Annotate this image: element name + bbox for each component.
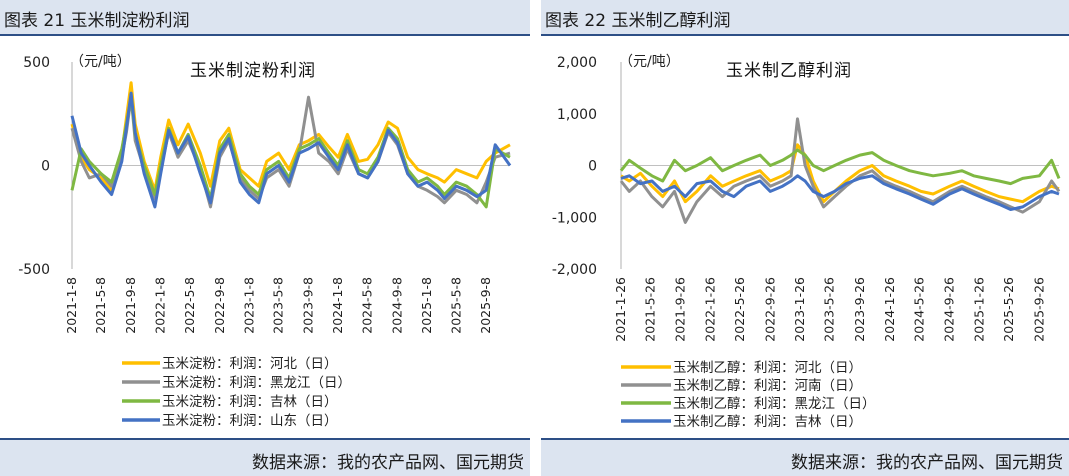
legend-label: 玉米淀粉：利润：吉林（日） [162, 394, 338, 410]
chart-title: 玉米制淀粉利润 [190, 61, 316, 81]
x-tick-label: 2024-5-26 [912, 277, 927, 342]
y-axis-unit-label: （元/吨） [70, 54, 131, 70]
x-tick-label: 2025-5-26 [1001, 277, 1016, 342]
x-tick-label: 2025-1-26 [972, 277, 987, 342]
x-tick-label: 2022-1-26 [703, 277, 718, 342]
x-tick-label: 2021-9-26 [673, 277, 688, 342]
x-tick-label: 2025-9-8 [478, 277, 493, 334]
legend-label: 玉米制乙醇：利润：黑龙江（日） [673, 395, 876, 412]
x-tick-label: 2024-1-8 [330, 277, 345, 334]
y-tick-label: -2,000 [552, 262, 597, 278]
x-tick-label: 2025-1-8 [419, 277, 434, 334]
x-tick-label: 2025-5-8 [448, 277, 463, 334]
x-tick-label: 2022-1-8 [153, 277, 168, 334]
x-tick-label: 2021-1-26 [613, 277, 628, 342]
y-tick-label: -500 [18, 262, 50, 278]
series-line [70, 95, 511, 209]
panel-title: 图表 21 玉米制淀粉利润 [4, 11, 190, 31]
legend-label: 玉米制乙醇：利润：河北（日） [673, 359, 862, 376]
x-tick-label: 2022-5-8 [182, 277, 197, 334]
panel-corn-starch: 图表 21 玉米制淀粉利润 500 0 -500 （元/吨） 玉米制淀粉利润 2021-1… [0, 0, 530, 476]
legend-label: 玉米淀粉：利润：河北（日） [162, 356, 338, 372]
panel-footer: 数据来源：我的农产品网、国元期货 [0, 438, 530, 476]
x-tick-label: 2024-1-26 [882, 277, 897, 342]
data-source: 数据来源：我的农产品网、国元期货 [791, 453, 1063, 473]
data-source: 数据来源：我的农产品网、国元期货 [252, 453, 524, 473]
x-tick-label: 2022-9-8 [212, 277, 227, 334]
series-line [619, 117, 1061, 224]
panel-footer: 数据来源：我的农产品网、国元期货 [541, 438, 1069, 476]
panel-header: 图表 22 玉米制乙醇利润 [541, 0, 1069, 36]
series-line [70, 91, 512, 209]
legend-label: 玉米淀粉：利润：黑龙江（日） [162, 375, 351, 391]
legend-label: 玉米制乙醇：利润：吉林（日） [673, 413, 862, 430]
legend-label: 玉米淀粉：利润：山东（日） [162, 413, 338, 429]
panel-corn-ethanol: 图表 22 玉米制乙醇利润 2,000 1,000 0 -1,000 -2,000 （元/… [541, 0, 1069, 476]
x-tick-label: 2021-9-8 [123, 277, 138, 334]
chart-corn-ethanol-profit: 2,000 1,000 0 -1,000 -2,000 （元/吨） 玉米制乙醇利润 2021-… [552, 54, 1061, 430]
x-tick-label: 2024-9-26 [942, 277, 957, 342]
x-tick-label: 2024-5-8 [360, 277, 375, 334]
x-tick-label: 2023-9-8 [301, 277, 316, 334]
x-tick-label: 2021-5-8 [93, 277, 108, 334]
x-tick-label: 2021-5-26 [642, 277, 657, 342]
x-tick-label: 2022-9-26 [762, 277, 777, 342]
series-line [620, 143, 1060, 204]
series-line [620, 174, 1060, 211]
y-tick-label: 0 [588, 159, 597, 175]
x-tick-label: 2021-1-8 [64, 277, 79, 334]
panel-header: 图表 21 玉米制淀粉利润 [0, 0, 530, 36]
x-tick-label: 2024-9-8 [389, 277, 404, 334]
chart-title: 玉米制乙醇利润 [726, 61, 852, 81]
x-tick-label: 2025-9-26 [1031, 277, 1046, 342]
chart-corn-starch-profit: 500 0 -500 （元/吨） 玉米制淀粉利润 2021-1-8 2021-5-8 2021… [18, 54, 512, 429]
y-tick-label: 1,000 [557, 107, 597, 123]
y-tick-label: 500 [23, 55, 50, 71]
x-tick-label: 2023-1-26 [792, 277, 807, 342]
y-axis-unit-label: （元/吨） [619, 54, 680, 70]
legend-label: 玉米制乙醇：利润：河南（日） [673, 377, 862, 394]
panel-title: 图表 22 玉米制乙醇利润 [545, 11, 731, 31]
x-tick-label: 2023-5-26 [822, 277, 837, 342]
x-tick-label: 2023-5-8 [271, 277, 286, 334]
y-tick-label: 0 [41, 159, 50, 175]
y-tick-label: -1,000 [552, 210, 597, 226]
series-line [619, 148, 1061, 186]
x-tick-label: 2023-9-26 [852, 277, 867, 342]
x-tick-label: 2022-5-26 [732, 277, 747, 342]
y-tick-label: 2,000 [557, 55, 597, 71]
x-tick-label: 2023-1-8 [241, 277, 256, 334]
